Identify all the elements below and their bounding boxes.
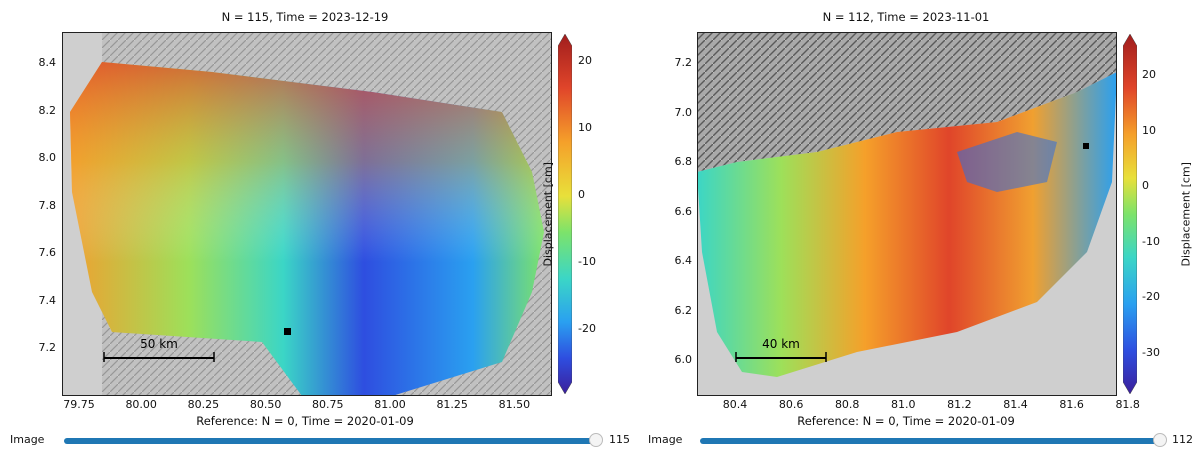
left-ytick-label: 7.8: [38, 198, 57, 212]
right-panel: N = 112, Time = 2023-11-01: [600, 0, 1203, 450]
left-colorbar: [557, 33, 573, 395]
right-ytick-label: 7.0: [674, 105, 693, 119]
left-slider-track[interactable]: [64, 438, 596, 444]
right-ytick-label: 6.2: [674, 303, 693, 317]
left-image-slider-row: Image 115: [0, 431, 630, 451]
left-ytick-label: 8.4: [38, 56, 57, 69]
hillshade-layer: [697, 32, 1117, 172]
left-map-canvas: 50 km: [62, 32, 552, 396]
left-slider-knob[interactable]: [589, 433, 603, 447]
right-colorbar: [1122, 33, 1138, 395]
right-slider-label: Image: [648, 433, 683, 446]
right-colorbar-tick-label: -10: [1142, 234, 1160, 248]
reference-point-marker: [284, 328, 291, 335]
right-xtick-label: 81.0: [891, 398, 916, 411]
right-colorbar-tick-label: -20: [1142, 290, 1160, 303]
right-colorbar-tick-label: 10: [1142, 123, 1156, 137]
left-xtick-label: 80.00: [125, 398, 157, 411]
left-colorbar-tick-label: -10: [578, 255, 596, 268]
right-ytick-label: 6.6: [674, 204, 693, 218]
left-xtick-label: 79.75: [63, 398, 95, 411]
left-panel: N = 115, Time = 2023-12-19: [0, 0, 630, 451]
right-ytick-label: 6.4: [674, 254, 693, 267]
left-reference-label: Reference: N = 0, Time = 2020-01-09: [196, 414, 414, 428]
right-ytick-label: 6.8: [674, 155, 693, 168]
left-plot-title: N = 115, Time = 2023-12-19: [221, 10, 389, 24]
right-colorbar-label: Displacement [cm]: [1179, 162, 1193, 267]
left-xtick-label: 81.00: [374, 398, 406, 411]
left-xtick-label: 80.25: [187, 398, 220, 411]
left-xtick-label: 81.25: [436, 398, 468, 411]
reference-point-marker: [1083, 143, 1089, 149]
right-colorbar-tick-label: 0: [1142, 179, 1149, 192]
right-slider-value: 112: [1172, 433, 1193, 446]
left-ytick-label: 7.6: [38, 246, 57, 259]
right-map-figure: 40 km: [697, 32, 1117, 396]
left-slider-label: Image: [10, 433, 45, 446]
left-map-figure: 50 km: [62, 32, 552, 396]
right-xtick-label: 80.8: [834, 398, 860, 411]
left-xtick-label: 80.75: [312, 398, 344, 411]
right-xtick-label: 81.8: [1115, 398, 1140, 411]
left-colorbar-tick-label: 10: [578, 121, 592, 134]
right-xtick-label: 81.2: [947, 398, 972, 411]
right-ytick-label: 6.0: [674, 353, 693, 366]
right-xtick-label: 81.4: [1003, 398, 1028, 411]
left-colorbar-tick-label: 20: [578, 54, 592, 67]
displacement-overlay: [70, 62, 544, 396]
left-xtick-label: 81.50: [498, 398, 531, 411]
right-reference-label: Reference: N = 0, Time = 2020-01-09: [797, 414, 1015, 428]
left-colorbar-tick-label: 0: [578, 188, 585, 201]
right-ytick-label: 7.2: [674, 56, 693, 69]
left-ytick-label: 8.0: [38, 151, 57, 164]
scalebar-label: 40 km: [762, 337, 800, 351]
right-xtick-label: 80.6: [778, 398, 804, 411]
left-colorbar-label: Displacement [cm]: [541, 162, 555, 267]
right-slider-track[interactable]: [700, 438, 1160, 444]
right-colorbar-tick-label: 20: [1142, 68, 1156, 81]
right-xtick-label: 81.6: [1059, 398, 1084, 411]
right-map-canvas: 40 km: [697, 32, 1117, 396]
right-xtick-label: 80.4: [722, 398, 748, 411]
right-plot-title: N = 112, Time = 2023-11-01: [822, 10, 990, 24]
scalebar-label: 50 km: [140, 337, 178, 351]
left-ytick-label: 8.2: [38, 103, 57, 117]
left-ytick-label: 7.2: [38, 341, 57, 354]
right-image-slider-row: Image 112: [600, 431, 1203, 451]
right-slider-knob[interactable]: [1153, 433, 1167, 447]
left-slider-value: 115: [609, 433, 630, 446]
left-ytick-label: 7.4: [38, 293, 57, 307]
left-xtick-label: 80.50: [249, 398, 282, 411]
left-colorbar-tick-label: -20: [578, 322, 596, 335]
right-colorbar-tick-label: -30: [1142, 345, 1160, 359]
